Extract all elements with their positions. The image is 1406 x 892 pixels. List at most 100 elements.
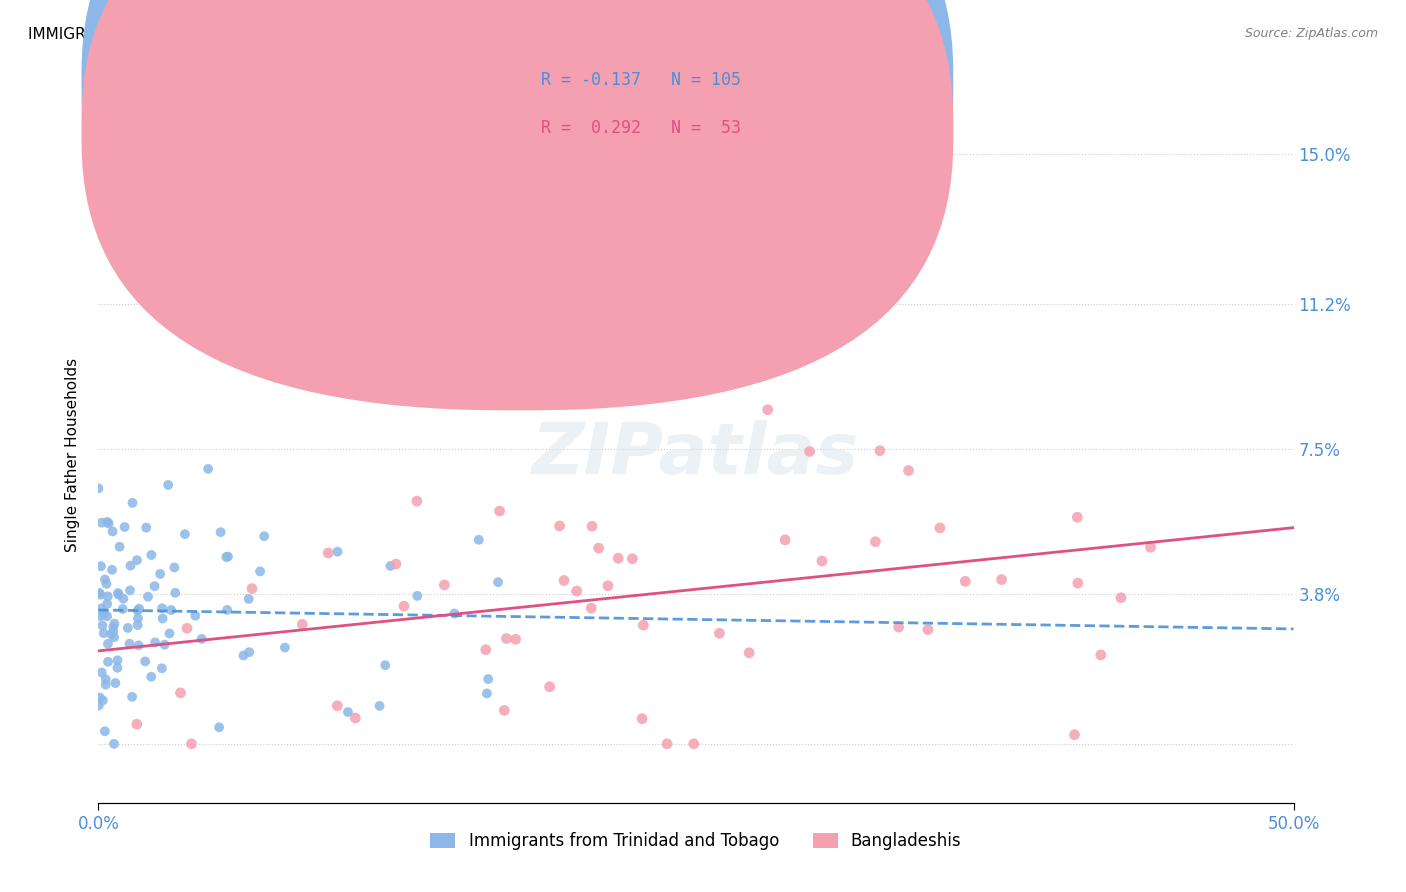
Point	[468, 533, 491, 547]
Y-axis label: Single Father Households: Single Father Households	[65, 358, 80, 552]
Point	[87, 698, 110, 713]
Point	[316, 546, 339, 560]
Point	[90, 516, 112, 530]
Point	[190, 632, 212, 646]
Point	[114, 520, 136, 534]
Point	[917, 623, 939, 637]
Point	[215, 549, 238, 564]
Text: ZIPatlas: ZIPatlas	[533, 420, 859, 490]
Point	[128, 601, 150, 615]
Point	[1139, 541, 1161, 555]
Text: Source: ZipAtlas.com: Source: ZipAtlas.com	[1244, 27, 1378, 40]
Point	[406, 589, 429, 603]
Point	[111, 602, 134, 616]
Point	[93, 607, 115, 621]
Point	[232, 648, 254, 663]
Point	[865, 534, 887, 549]
Point	[392, 599, 415, 614]
Point	[581, 601, 603, 615]
Point	[107, 586, 129, 600]
Point	[104, 676, 127, 690]
Point	[153, 638, 176, 652]
Point	[93, 626, 115, 640]
Point	[90, 665, 112, 680]
Point	[127, 603, 149, 617]
Point	[118, 583, 141, 598]
Point	[756, 402, 779, 417]
Point	[1090, 648, 1112, 662]
Point	[96, 609, 118, 624]
Point	[136, 590, 159, 604]
Point	[103, 624, 125, 639]
Point	[1067, 576, 1090, 591]
Point	[799, 444, 821, 458]
Point	[631, 712, 654, 726]
Point	[121, 690, 143, 704]
Point	[929, 521, 952, 535]
Point	[486, 575, 509, 590]
Point	[96, 515, 118, 529]
Point	[368, 698, 391, 713]
Point	[96, 597, 118, 611]
Point	[180, 737, 202, 751]
Point	[253, 529, 276, 543]
Point	[709, 626, 731, 640]
Point	[990, 573, 1012, 587]
Point	[143, 579, 166, 593]
Point	[134, 655, 156, 669]
Point	[120, 558, 142, 573]
Point	[118, 637, 141, 651]
Point	[94, 678, 117, 692]
Point	[91, 618, 114, 632]
Point	[208, 720, 231, 734]
Point	[121, 496, 143, 510]
Point	[291, 617, 314, 632]
Point	[443, 607, 465, 621]
Point	[89, 588, 111, 602]
Point	[97, 655, 120, 669]
Point	[176, 621, 198, 635]
Point	[143, 635, 166, 649]
Point	[217, 549, 239, 564]
Point	[97, 637, 120, 651]
Point	[97, 590, 120, 604]
Point	[117, 621, 139, 635]
Point	[274, 640, 297, 655]
Point	[101, 563, 124, 577]
Point	[87, 481, 110, 495]
Point	[165, 586, 187, 600]
Point	[163, 560, 186, 574]
Point	[107, 588, 129, 602]
Point	[90, 559, 112, 574]
Point	[90, 601, 112, 615]
Point	[655, 737, 678, 751]
Point	[141, 548, 163, 562]
Point	[869, 443, 891, 458]
Point	[682, 737, 704, 751]
Point	[494, 703, 516, 717]
Text: R = -0.137   N = 105: R = -0.137 N = 105	[541, 71, 741, 89]
Point	[488, 504, 510, 518]
Point	[127, 618, 149, 632]
Point	[128, 638, 150, 652]
Text: IMMIGRANTS FROM TRINIDAD AND TOBAGO VS BANGLADESHI SINGLE FATHER HOUSEHOLDS CORR: IMMIGRANTS FROM TRINIDAD AND TOBAGO VS B…	[28, 27, 910, 42]
Point	[96, 577, 118, 591]
Point	[103, 737, 125, 751]
Point	[125, 553, 148, 567]
Point	[150, 601, 173, 615]
Point	[160, 603, 183, 617]
Text: R =  0.292   N =  53: R = 0.292 N = 53	[541, 119, 741, 136]
Point	[633, 618, 655, 632]
Point	[89, 586, 111, 600]
Point	[897, 464, 920, 478]
Point	[159, 626, 181, 640]
Point	[811, 554, 834, 568]
Point	[197, 462, 219, 476]
Point	[141, 670, 163, 684]
Point	[103, 616, 125, 631]
Point	[433, 578, 456, 592]
Point	[374, 658, 396, 673]
Point	[405, 494, 427, 508]
Point	[475, 642, 498, 657]
Point	[249, 565, 271, 579]
